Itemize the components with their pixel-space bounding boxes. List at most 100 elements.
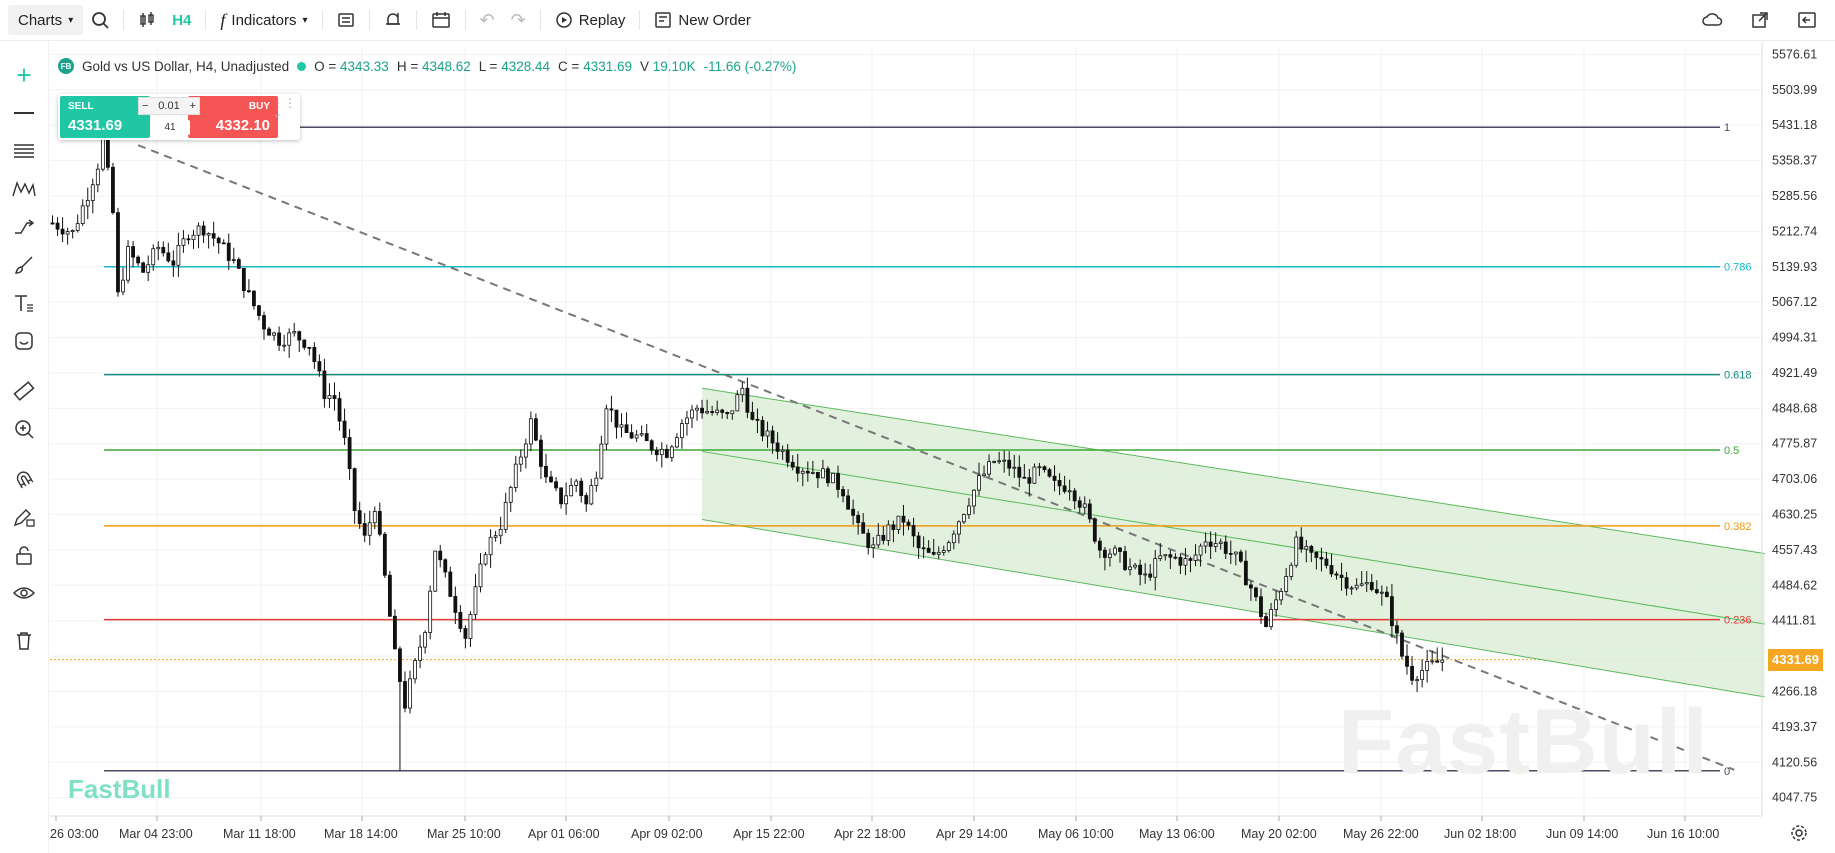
calendar-button[interactable] [423,5,459,35]
candle-body [292,331,297,334]
sell-button[interactable]: SELL 4331.69 [60,96,150,138]
lock-tool[interactable] [10,541,38,569]
candle-body [151,248,156,266]
candle-body [881,534,886,541]
brush-tool[interactable] [10,251,38,279]
indicators-button[interactable]: f Indicators ▾ [212,5,315,35]
drag-handle-icon[interactable]: ⋮⋮ ⌄ [272,96,296,120]
time-axis[interactable]: 26 03:00 Mar 04 23:00 Mar 11 18:00 Mar 18 1… [50,815,1762,841]
candle-body [1218,541,1223,544]
emoji-tool[interactable] [10,327,38,355]
quantity-stepper[interactable]: − 0.01 + [138,97,200,115]
candle-body [846,495,851,510]
symbol-title[interactable]: Gold vs US Dollar, H4, Unadjusted [82,58,290,74]
price-axis[interactable]: 5576.61 5503.99 5431.18 5358.37 5285.56 5212.… [1761,42,1817,816]
high-label: H = [396,58,419,74]
candle-body [1415,679,1419,682]
price-tick-label: 5212.74 [1772,224,1817,238]
candle-body [695,407,699,411]
candle-body [206,233,211,236]
cloud-icon [1702,13,1723,26]
candle-body [1329,565,1334,575]
candle-body [1259,596,1263,617]
candle-body [861,522,866,534]
exit-button[interactable] [1789,5,1825,35]
candle-body [513,463,518,488]
forecast-tool[interactable] [10,213,38,241]
price-tick-label: 4411.81 [1772,614,1816,628]
fib-tool[interactable] [10,137,38,165]
brush-icon [14,256,33,274]
search-button[interactable] [83,5,117,35]
plus-icon[interactable]: + [189,100,196,112]
candle-body [1123,551,1127,570]
pattern-tool[interactable] [10,175,38,203]
settings-button[interactable] [1790,824,1810,844]
magnet-tool[interactable] [10,465,38,493]
cloud-button[interactable] [1693,5,1731,35]
time-tick-label: Apr 29 14:00 [936,827,1008,841]
undo-button[interactable]: ↶ [472,5,503,35]
candle-body [236,259,241,269]
trash-icon [17,632,31,650]
candle-body [725,412,730,415]
candle-body [1389,596,1394,627]
minus-icon[interactable]: − [142,100,149,112]
candle-body [483,554,488,565]
redo-button[interactable]: ↷ [503,5,534,35]
fib-level-label: 0.618 [1724,370,1752,382]
candle-body [337,398,342,422]
toolbar-divider [415,10,417,30]
quantity-value[interactable]: 0.01 [158,100,180,112]
alert-button[interactable] [376,5,410,35]
candle-body [856,514,861,524]
ruler-tool[interactable] [10,377,38,405]
candle-body [549,476,553,483]
text-tool[interactable] [10,289,38,317]
candle-body [508,487,513,503]
candle-body [564,495,569,505]
zoom-tool[interactable] [10,415,38,443]
draw-lock-tool[interactable] [10,503,38,531]
chart-type-button[interactable] [130,5,164,35]
candle-body [1168,554,1173,558]
candle-body [191,234,196,241]
candle-body [267,328,271,336]
candle-body [579,480,584,496]
buy-button[interactable]: BUY 4332.10 [188,96,278,138]
crosshair-tool[interactable]: + [10,60,38,90]
candle-body [1254,587,1258,598]
candle-body [690,409,694,419]
candle-body [166,252,171,262]
time-tick-label: Apr 15 22:00 [733,827,805,841]
candle-body [931,552,936,555]
candle-body [382,533,387,576]
candle-body [997,460,1002,463]
candle-body [1349,587,1354,590]
time-tick-label: Mar 25 10:00 [427,827,501,841]
candle-body [639,433,644,436]
layout-button[interactable] [329,5,363,35]
popout-button[interactable] [1743,5,1777,35]
candle-body [302,339,307,348]
delete-tool[interactable] [10,627,38,655]
candle-body [599,443,604,479]
grid-lines [50,48,1762,816]
visibility-tool[interactable] [10,579,38,607]
line-tool[interactable] [10,99,38,127]
new-order-button[interactable]: New Order [646,5,759,35]
candle-body [1279,591,1284,601]
charts-menu-button[interactable]: Charts ▾ [8,5,84,35]
candle-body [1324,558,1329,566]
candle-body [1092,518,1097,542]
replay-button[interactable]: Replay [547,5,634,35]
alarm-icon [385,13,400,25]
candle-body [297,331,302,341]
candle-body [1243,560,1248,586]
magnet-icon [16,471,34,489]
drawing-tools-sidebar: + [0,41,49,853]
candle-body [1289,564,1294,577]
timeframe-button[interactable]: H4 [172,11,192,29]
candle-body [1188,558,1193,561]
